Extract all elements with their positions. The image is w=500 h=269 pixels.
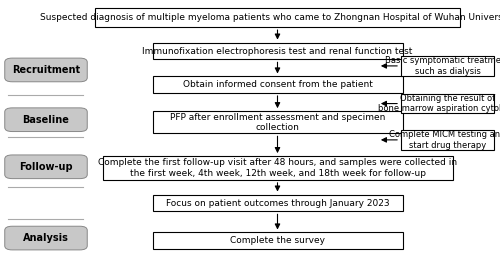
FancyBboxPatch shape bbox=[4, 58, 87, 82]
FancyBboxPatch shape bbox=[152, 111, 402, 133]
Text: Obtaining the result of
bone marrow aspiration cytology: Obtaining the result of bone marrow aspi… bbox=[378, 94, 500, 113]
FancyBboxPatch shape bbox=[4, 155, 87, 179]
FancyBboxPatch shape bbox=[401, 130, 494, 150]
Text: Focus on patient outcomes through January 2023: Focus on patient outcomes through Januar… bbox=[166, 199, 390, 208]
FancyBboxPatch shape bbox=[4, 226, 87, 250]
Text: Complete the survey: Complete the survey bbox=[230, 236, 325, 245]
FancyBboxPatch shape bbox=[401, 56, 494, 76]
Text: Follow-up: Follow-up bbox=[19, 162, 73, 172]
Text: Analysis: Analysis bbox=[23, 233, 69, 243]
Text: Complete MICM testing and
start drug therapy: Complete MICM testing and start drug the… bbox=[389, 130, 500, 150]
Text: Suspected diagnosis of multiple myeloma patients who came to Zhongnan Hospital o: Suspected diagnosis of multiple myeloma … bbox=[40, 13, 500, 22]
FancyBboxPatch shape bbox=[102, 156, 453, 180]
FancyBboxPatch shape bbox=[401, 94, 494, 113]
Text: Recruitment: Recruitment bbox=[12, 65, 80, 75]
Text: PFP after enrollment assessment and specimen
collection: PFP after enrollment assessment and spec… bbox=[170, 113, 385, 132]
Text: Complete the first follow-up visit after 48 hours, and samples were collected in: Complete the first follow-up visit after… bbox=[98, 158, 457, 178]
FancyBboxPatch shape bbox=[4, 108, 87, 132]
Text: Immunofixation electrophoresis test and renal function test: Immunofixation electrophoresis test and … bbox=[142, 47, 412, 56]
Text: Baseline: Baseline bbox=[22, 115, 70, 125]
FancyBboxPatch shape bbox=[152, 43, 402, 59]
Text: Obtain informed consent from the patient: Obtain informed consent from the patient bbox=[182, 80, 372, 89]
FancyBboxPatch shape bbox=[152, 232, 402, 249]
FancyBboxPatch shape bbox=[152, 195, 402, 211]
Text: Basic symptomatic treatment
such as dialysis: Basic symptomatic treatment such as dial… bbox=[385, 56, 500, 76]
FancyBboxPatch shape bbox=[95, 8, 460, 27]
FancyBboxPatch shape bbox=[152, 76, 402, 93]
